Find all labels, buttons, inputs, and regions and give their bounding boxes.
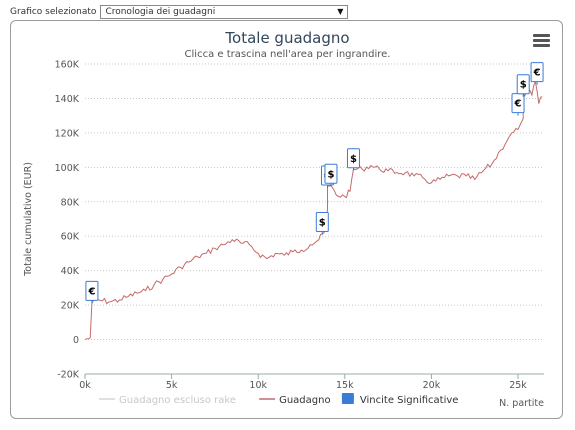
hamburger-menu-icon[interactable] [533,34,550,48]
chart-title: Totale guadagno [225,29,350,47]
guadagno-series-line [84,79,543,341]
x-tick-label: 20k [423,380,441,391]
x-axis-title: N. partite [499,398,544,409]
vincita-flag-symbol: $ [319,218,326,229]
vincita-flag-symbol: $ [327,169,334,180]
chart-selector-row: Grafico selezionato Cronologia dei guada… [10,4,349,20]
y-tick-label: 40K [61,266,80,277]
legend-item-label[interactable]: Vincite Significative [360,395,459,406]
x-tick-label: 5k [166,380,178,391]
y-axis-title: Totale cumulativo (EUR) [23,162,34,277]
y-tick-label: 0 [73,335,79,346]
legend-item-label[interactable]: Guadagno escluso rake [119,395,236,406]
vincita-flag-symbol: $ [520,80,527,91]
y-tick-label: 120K [55,128,80,139]
x-tick-label: 10k [249,380,267,391]
y-tick-label: 140K [55,94,80,105]
vincita-flag[interactable] [516,74,530,95]
x-tick-label: 15k [336,380,354,391]
chevron-down-icon: ▼ [337,7,344,16]
chart-select-value: Cronologia dei guadagni [105,7,216,17]
legend-item-label[interactable]: Guadagno [279,395,331,406]
y-tick-label: -20K [57,370,80,381]
y-tick-label: 20K [61,301,80,312]
chart-selector-label: Grafico selezionato [10,7,97,17]
vincita-flag-symbol: $ [350,154,357,165]
x-tick-label: 0k [79,380,91,391]
vincita-flag[interactable] [85,280,99,301]
chart-plot-svg[interactable]: -20K 0 20K 40K 60K 80K 100K 120K 140K 160K 0k 5k 10k… [11,21,564,420]
legend-box-swatch [341,393,354,404]
chart-select-dropdown[interactable]: Cronologia dei guadagni ▼ [100,5,349,19]
chart-panel: Totale guadagno Clicca e trascina nell'a… [10,20,563,419]
vincita-flag[interactable] [324,163,338,184]
y-tick-label: 80K [61,197,80,208]
vincita-flag[interactable] [530,62,544,83]
y-tick-label: 160K [55,60,80,71]
vincita-flag-symbol: € [87,286,95,297]
chart-subtitle: Clicca e trascina nell'area per ingrandi… [184,49,391,60]
vincita-flag-symbol: € [514,99,522,110]
vincita-flag[interactable] [346,148,360,169]
vincita-flag-symbol: € [533,68,541,79]
vincita-flag[interactable] [315,212,329,232]
x-tick-label: 25k [509,380,527,391]
y-tick-label: 100K [55,163,80,174]
y-tick-label: 60K [61,232,80,243]
